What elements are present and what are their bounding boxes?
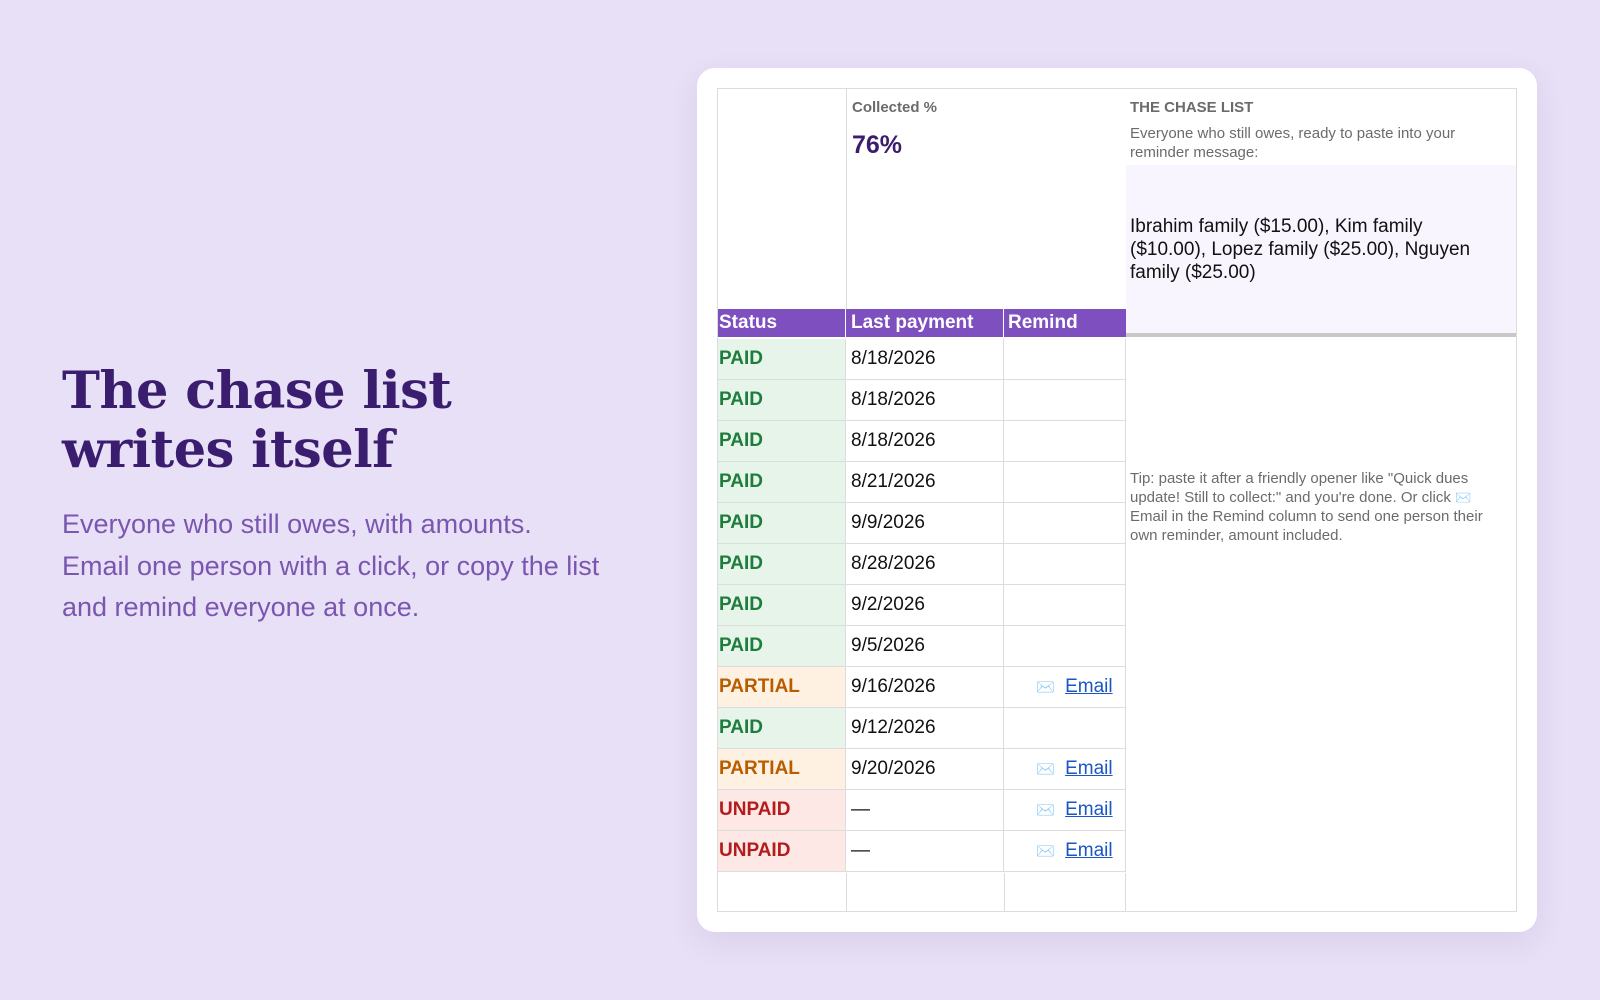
envelope-icon: ✉️ xyxy=(1036,679,1056,696)
email-reminder-link[interactable]: ✉️ Email xyxy=(1016,758,1112,779)
last-payment-cell: 8/28/2026 xyxy=(846,544,1004,585)
tip-text-start: Tip: paste it after a friendly opener li… xyxy=(1130,470,1469,506)
last-payment-cell: 9/5/2026 xyxy=(846,626,1004,667)
spreadsheet-card: Collected % 76% THE CHASE LIST Everyone … xyxy=(697,68,1537,932)
table-row: PAID 8/21/2026 xyxy=(718,462,1126,503)
remind-cell: ✉️ Email xyxy=(1004,790,1126,831)
hero-title-line2: writes itself xyxy=(62,420,394,480)
section-divider xyxy=(1126,333,1516,337)
chase-list-description: Everyone who still owes, ready to paste … xyxy=(1130,125,1456,161)
last-payment-cell: 8/18/2026 xyxy=(846,421,1004,462)
grid-line xyxy=(1125,873,1126,912)
table-row: PAID 8/18/2026 xyxy=(718,380,1126,421)
table-row: PAID 8/18/2026 xyxy=(718,339,1126,380)
remind-cell xyxy=(1004,421,1126,462)
email-reminder-link[interactable]: ✉️ Email xyxy=(1016,799,1112,820)
remind-cell: ✉️ Email xyxy=(1004,831,1126,872)
table-row: PAID 8/28/2026 xyxy=(718,544,1126,585)
table-row: PAID 8/18/2026 xyxy=(718,421,1126,462)
email-link-label: Email xyxy=(1065,799,1113,820)
tip-text: Tip: paste it after a friendly opener li… xyxy=(1130,469,1510,545)
collected-label: Collected % xyxy=(852,99,938,116)
last-payment-cell: — xyxy=(846,790,1004,831)
header-status: Status xyxy=(718,309,846,337)
hero-description-line1: Everyone who still owes, with amounts. xyxy=(62,509,532,539)
table-header: Status Last payment Remind xyxy=(718,309,1126,337)
table-row: PAID 9/9/2026 xyxy=(718,503,1126,544)
email-link-label: Email xyxy=(1065,840,1113,861)
status-cell: PAID xyxy=(718,544,846,585)
table-row: PARTIAL 9/20/2026 ✉️ Email xyxy=(718,749,1126,790)
status-cell: PAID xyxy=(718,421,846,462)
email-reminder-link[interactable]: ✉️ Email xyxy=(1016,676,1112,697)
hero-title-line1: The chase list xyxy=(62,361,452,421)
chase-list-cell[interactable]: Ibrahim family ($15.00), Kim family ($10… xyxy=(1126,165,1516,333)
email-link-label: Email xyxy=(1065,676,1113,697)
grid-line xyxy=(846,89,847,309)
status-cell: UNPAID xyxy=(718,790,846,831)
table-row: PAID 9/2/2026 xyxy=(718,585,1126,626)
hero-description: Everyone who still owes, with amounts. Em… xyxy=(62,504,662,629)
header-last-payment: Last payment xyxy=(846,309,1004,337)
last-payment-cell: 9/16/2026 xyxy=(846,667,1004,708)
collected-value: 76% xyxy=(852,131,903,159)
remind-cell xyxy=(1004,585,1126,626)
header-remind: Remind xyxy=(1008,312,1078,333)
chase-list-text: Ibrahim family ($15.00), Kim family ($10… xyxy=(1130,216,1471,283)
envelope-icon: ✉️ xyxy=(1036,802,1056,819)
hero-section: The chase list writes itself Everyone who… xyxy=(62,362,662,629)
table-row: PAID 9/5/2026 xyxy=(718,626,1126,667)
remind-cell: ✉️ Email xyxy=(1004,667,1126,708)
last-payment-cell: 9/20/2026 xyxy=(846,749,1004,790)
spreadsheet: Collected % 76% THE CHASE LIST Everyone … xyxy=(717,88,1517,912)
hero-description-line2: Email one person with a click, or copy t… xyxy=(62,550,600,581)
remind-cell xyxy=(1004,544,1126,585)
status-cell: PARTIAL xyxy=(718,749,846,790)
remind-cell xyxy=(1004,503,1126,544)
status-cell: PAID xyxy=(718,339,846,380)
table-row: UNPAID — ✉️ Email xyxy=(718,831,1126,872)
chase-list-title: THE CHASE LIST xyxy=(1130,99,1254,116)
hero-title: The chase list writes itself xyxy=(62,362,662,480)
envelope-icon: ✉️ xyxy=(1455,490,1472,505)
remind-cell xyxy=(1004,708,1126,749)
status-cell: PAID xyxy=(718,708,846,749)
hero-description-line3: and remind everyone at once. xyxy=(62,592,420,622)
status-cell: PAID xyxy=(718,585,846,626)
last-payment-cell: — xyxy=(846,831,1004,872)
table-row: PAID 9/12/2026 xyxy=(718,708,1126,749)
remind-cell xyxy=(1004,339,1126,380)
last-payment-cell: 8/18/2026 xyxy=(846,380,1004,421)
remind-cell: ✉️ Email xyxy=(1004,749,1126,790)
last-payment-cell: 9/9/2026 xyxy=(846,503,1004,544)
grid-line xyxy=(846,873,847,912)
envelope-icon: ✉️ xyxy=(1036,761,1056,778)
email-link-label: Email xyxy=(1065,758,1113,779)
email-reminder-link[interactable]: ✉️ Email xyxy=(1016,840,1112,861)
status-cell: PAID xyxy=(718,626,846,667)
grid-line xyxy=(1004,873,1005,912)
last-payment-cell: 9/2/2026 xyxy=(846,585,1004,626)
last-payment-cell: 9/12/2026 xyxy=(846,708,1004,749)
status-cell: PAID xyxy=(718,380,846,421)
last-payment-cell: 8/21/2026 xyxy=(846,462,1004,503)
table-row: PARTIAL 9/16/2026 ✉️ Email xyxy=(718,667,1126,708)
status-cell: UNPAID xyxy=(718,831,846,872)
last-payment-cell: 8/18/2026 xyxy=(846,339,1004,380)
remind-cell xyxy=(1004,380,1126,421)
remind-cell xyxy=(1004,626,1126,667)
status-cell: PAID xyxy=(718,462,846,503)
status-cell: PAID xyxy=(718,503,846,544)
envelope-icon: ✉️ xyxy=(1036,843,1056,860)
tip-text-end: Email in the Remind column to send one p… xyxy=(1130,508,1483,544)
table-row: UNPAID — ✉️ Email xyxy=(718,790,1126,831)
remind-cell xyxy=(1004,462,1126,503)
status-cell: PARTIAL xyxy=(718,667,846,708)
